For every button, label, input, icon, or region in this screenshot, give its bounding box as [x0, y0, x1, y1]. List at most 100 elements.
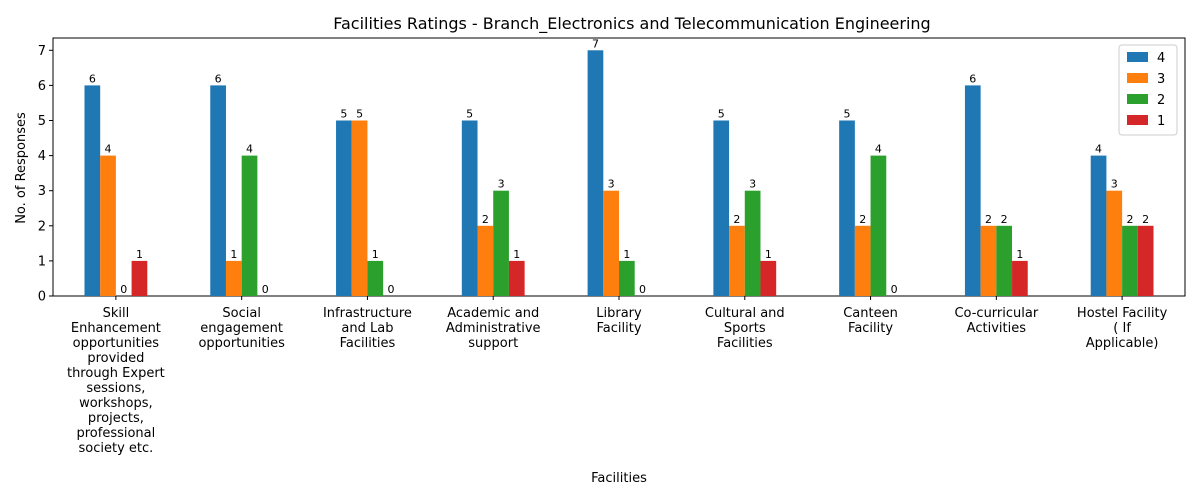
x-tick-label-line: workshops, [79, 396, 153, 411]
legend-label: 3 [1157, 72, 1165, 87]
x-tick-label: Canteen Facility [843, 306, 898, 336]
bar-4 [210, 85, 226, 296]
y-tick-label: 2 [38, 219, 46, 234]
bar-3 [351, 120, 368, 296]
x-tick-label: Infrastructure and Lab Facilities [323, 306, 412, 351]
chart-title: Facilities Ratings - Branch_Electronics … [333, 14, 930, 34]
data-label: 1 [1016, 248, 1023, 261]
bar-4 [336, 120, 352, 296]
x-tick-label: Hostel Facility( If Applicable) [1077, 306, 1168, 351]
x-tick-label-line: Canteen [843, 306, 898, 321]
data-label: 0 [387, 283, 394, 296]
x-tick-label-line: Skill [103, 306, 130, 321]
bar-4 [839, 120, 855, 296]
bar-1 [760, 260, 777, 296]
data-label: 2 [1001, 213, 1008, 226]
legend-label: 1 [1157, 114, 1165, 129]
x-tick-label-line: opportunities [73, 336, 160, 351]
data-label: 5 [466, 107, 473, 120]
x-tick-label-line: through Expert [67, 366, 165, 381]
data-label: 2 [985, 213, 992, 226]
y-tick-label: 1 [38, 254, 46, 269]
x-tick-label-line: ( If [1113, 321, 1131, 336]
bar-3 [729, 225, 745, 296]
x-tick-label: Social engagement opportunities [198, 306, 285, 351]
x-tick-label-line: support [468, 336, 518, 351]
bar-2 [744, 190, 761, 296]
bar-2 [241, 155, 258, 296]
data-label: 5 [356, 107, 363, 120]
data-label: 0 [639, 283, 646, 296]
x-tick-label-line: Co-curricular [954, 306, 1038, 321]
bar-2 [619, 260, 635, 296]
legend: 4 3 2 1 [1118, 44, 1178, 136]
x-tick-label-line: projects, [88, 411, 144, 426]
data-label: 0 [120, 283, 127, 296]
y-tick-label: 4 [38, 149, 46, 164]
x-tick-label-line: Sports [724, 321, 766, 336]
legend-label: 2 [1157, 93, 1165, 108]
x-tick-label-line: opportunities [198, 336, 285, 351]
x-tick-label-line: and Lab [341, 321, 393, 336]
x-tick-label: Co-curricular Activities [954, 306, 1038, 336]
x-tick-label: Cultural and Sports Facilities [705, 306, 785, 351]
data-label: 6 [969, 72, 976, 85]
bar-2 [996, 225, 1013, 296]
bar-1 [1012, 260, 1028, 296]
bar-3 [225, 260, 242, 296]
bar-1 [508, 260, 525, 296]
legend-swatch [1127, 52, 1148, 62]
bar-2 [367, 260, 384, 296]
x-tick-label-line: Library [596, 306, 642, 321]
x-tick-label: Library Facility [596, 306, 642, 336]
x-tick-label-line: professional [76, 426, 155, 441]
data-label: 6 [89, 72, 96, 85]
bar-3 [1106, 190, 1123, 296]
y-tick-label: 5 [38, 114, 46, 129]
data-label: 6 [215, 72, 222, 85]
x-tick-label-line: Facility [596, 321, 641, 336]
data-label: 0 [262, 283, 269, 296]
bar-4 [587, 50, 604, 297]
bar-4 [964, 85, 981, 296]
legend-swatch [1127, 73, 1148, 83]
legend-swatch [1127, 94, 1148, 104]
data-label: 5 [844, 107, 851, 120]
data-label: 4 [246, 143, 253, 156]
data-label: 7 [592, 37, 599, 50]
x-tick-label-line: Facilities [340, 336, 396, 351]
bar-3 [854, 225, 871, 296]
y-tick-label: 7 [38, 44, 46, 59]
data-label: 3 [608, 178, 615, 191]
bar-2 [870, 155, 887, 296]
data-label: 5 [718, 107, 725, 120]
legend-swatch [1127, 115, 1148, 125]
x-tick-label: Academic and Administrative support [446, 306, 541, 351]
bar-3 [100, 155, 116, 296]
data-label: 1 [765, 248, 772, 261]
data-label: 1 [513, 248, 520, 261]
data-label: 2 [733, 213, 740, 226]
x-tick-label-line: Academic and [447, 306, 539, 321]
bar-3 [980, 225, 997, 296]
x-tick-label-line: Activities [967, 321, 1027, 336]
data-label: 3 [498, 178, 505, 191]
bar-4 [1090, 155, 1107, 296]
bar-4 [713, 120, 730, 296]
data-label: 3 [1111, 178, 1118, 191]
data-label: 2 [482, 213, 489, 226]
bar-1 [131, 260, 148, 296]
data-label: 2 [1126, 213, 1133, 226]
bar-3 [477, 225, 494, 296]
x-axis-label: Facilities [591, 471, 647, 486]
x-tick-label-line: provided [87, 351, 144, 366]
x-tick-label-line: Social [222, 306, 261, 321]
x-tick-label-line: Administrative [446, 321, 541, 336]
x-tick-label-line: Enhancement [71, 321, 161, 336]
y-tick-label: 6 [38, 79, 46, 94]
data-label: 1 [230, 248, 237, 261]
data-label: 2 [1142, 213, 1149, 226]
data-label: 1 [136, 248, 143, 261]
bar-2 [493, 190, 509, 296]
